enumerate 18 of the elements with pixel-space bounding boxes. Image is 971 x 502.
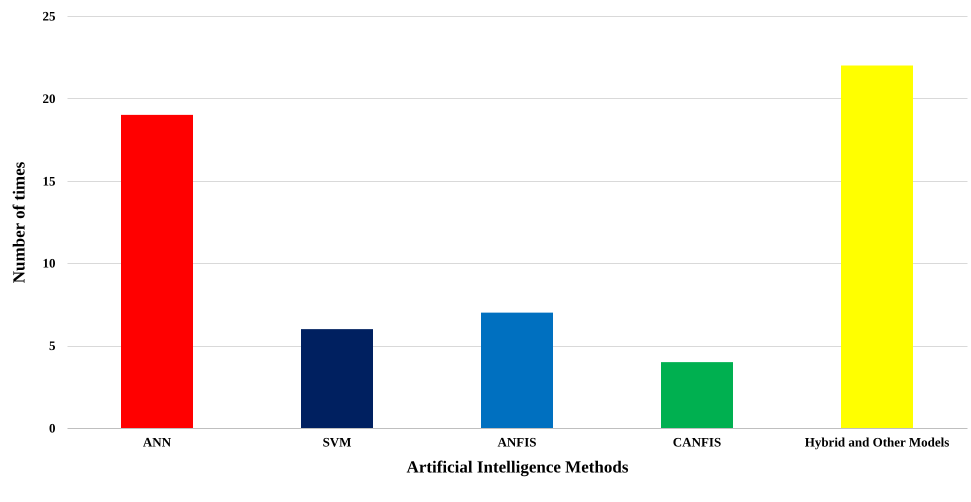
bar [841, 65, 913, 428]
y-tick-label: 25 [42, 8, 56, 24]
x-axis-title: Artificial Intelligence Methods [406, 458, 629, 476]
x-tick-label: CANFIS [672, 434, 722, 450]
y-tick-label: 5 [49, 338, 56, 354]
y-tick-label: 15 [42, 173, 56, 188]
bar [301, 329, 373, 428]
y-tick-label: 10 [42, 256, 56, 271]
bar [661, 362, 733, 428]
bar [481, 312, 553, 428]
x-tick-label: ANFIS [497, 434, 537, 450]
y-axis-title: Number of times [10, 161, 28, 284]
y-tick-label: 20 [42, 90, 56, 106]
y-tick-label: 0 [49, 420, 56, 436]
bar [121, 114, 193, 428]
x-tick-label: SVM [322, 434, 352, 450]
x-tick-label: Hybrid and Other Models [804, 434, 950, 450]
x-tick-label: ANN [142, 434, 172, 450]
